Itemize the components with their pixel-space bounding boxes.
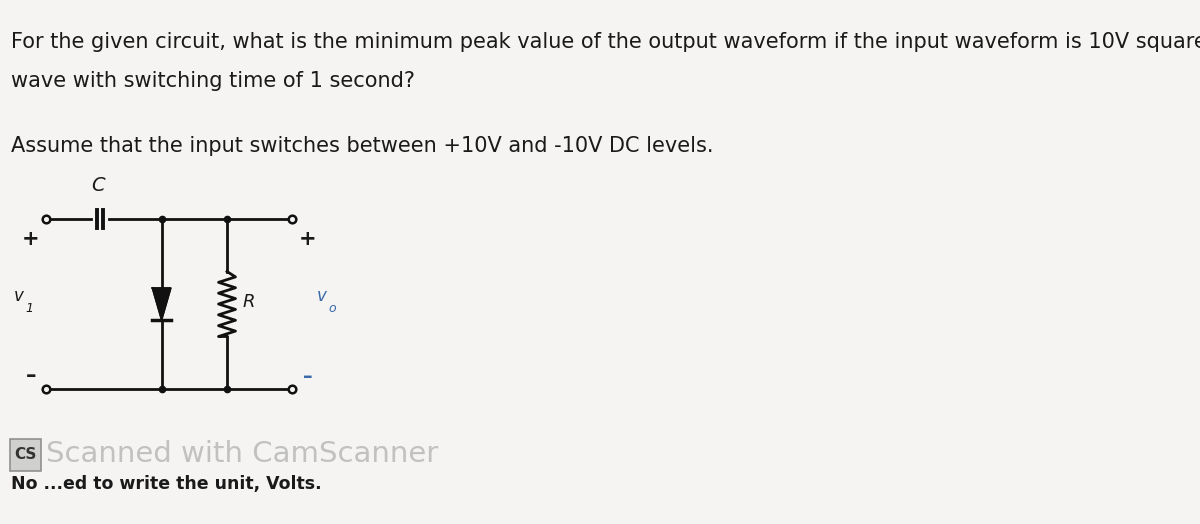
Text: +: + [22,229,40,249]
Text: Assume that the input switches between +10V and -10V DC levels.: Assume that the input switches between +… [11,136,713,156]
Text: –: – [302,366,313,386]
Text: R: R [242,293,254,311]
Text: Scanned with CamScanner: Scanned with CamScanner [46,441,438,468]
Text: –: – [25,366,36,386]
Polygon shape [152,288,170,320]
Text: v: v [14,287,24,305]
Text: For the given circuit, what is the minimum peak value of the output waveform if : For the given circuit, what is the minim… [11,32,1200,52]
Text: v: v [317,287,326,305]
Text: o: o [329,302,336,315]
FancyBboxPatch shape [10,439,41,471]
Text: +: + [299,229,317,249]
Text: CS: CS [14,447,36,462]
Text: No ...ed to write the unit, Volts.: No ...ed to write the unit, Volts. [11,475,322,493]
Text: 1: 1 [25,302,34,315]
Text: C: C [91,176,106,195]
Text: wave with switching time of 1 second?: wave with switching time of 1 second? [11,71,415,91]
